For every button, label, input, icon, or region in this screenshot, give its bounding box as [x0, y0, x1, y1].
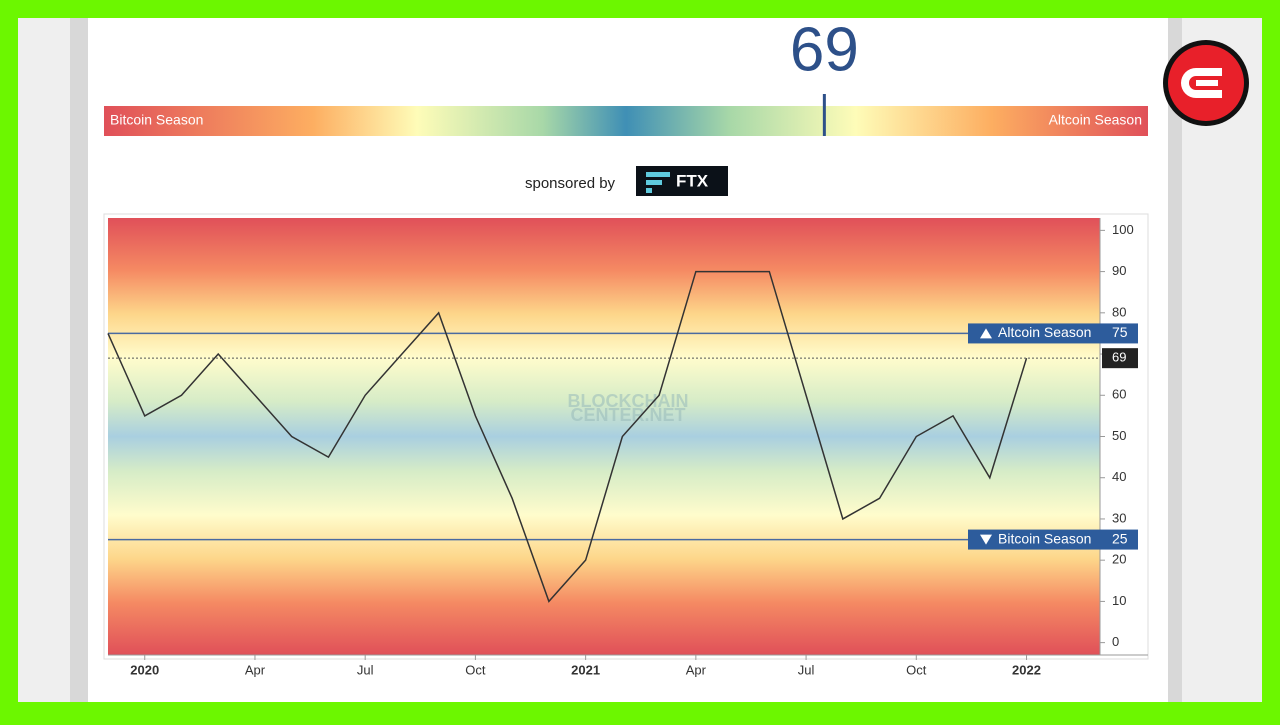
- y-tick-label: 0: [1112, 634, 1119, 649]
- current-box: [1102, 348, 1138, 369]
- x-tick-label: 2021: [571, 662, 600, 677]
- current-value: 69: [1112, 350, 1126, 365]
- threshold-box: [968, 529, 1138, 550]
- series-line: [107, 270, 1028, 603]
- gauge-left-label: Bitcoin Season: [110, 112, 203, 128]
- y-tick-label: 60: [1112, 387, 1126, 402]
- x-tick-label: 2022: [1012, 662, 1041, 677]
- sponsor-brand: FTX: [676, 171, 709, 190]
- threshold-value: 75: [1112, 324, 1128, 340]
- threshold-label: Altcoin Season: [998, 324, 1091, 340]
- y-tick-label: 80: [1112, 304, 1126, 319]
- ftx-icon: [646, 172, 670, 193]
- y-tick-label: 40: [1112, 469, 1126, 484]
- logo: [1163, 40, 1249, 126]
- y-tick-label: 10: [1112, 593, 1126, 608]
- x-tick-label: Oct: [906, 662, 927, 677]
- threshold-box: [968, 323, 1138, 344]
- sponsor-text: sponsored by: [525, 175, 616, 192]
- y-tick-label: 50: [1112, 428, 1126, 443]
- x-tick-label: Apr: [245, 662, 266, 677]
- x-tick-label: 2020: [130, 662, 159, 677]
- chart-bg: [108, 218, 1100, 655]
- threshold-label: Bitcoin Season: [998, 530, 1091, 546]
- chart-frame: [103, 213, 1149, 660]
- y-tick-label: 20: [1112, 552, 1126, 567]
- threshold-arrow: [980, 328, 992, 339]
- y-tick-label: 90: [1112, 263, 1126, 278]
- gauge-bar: [104, 106, 1148, 136]
- x-tick-label: Jul: [357, 662, 374, 677]
- threshold-value: 25: [1112, 530, 1128, 546]
- threshold-arrow: [980, 534, 992, 545]
- x-tick-label: Jul: [798, 662, 815, 677]
- y-tick-label: 30: [1112, 510, 1126, 525]
- y-tick-label: 100: [1112, 222, 1134, 237]
- x-tick-label: Apr: [686, 662, 707, 677]
- gauge-right-label: Altcoin Season: [1049, 112, 1142, 128]
- x-tick-label: Oct: [465, 662, 486, 677]
- gauge-value: 69: [790, 15, 859, 84]
- watermark: CENTER.NET: [570, 405, 685, 425]
